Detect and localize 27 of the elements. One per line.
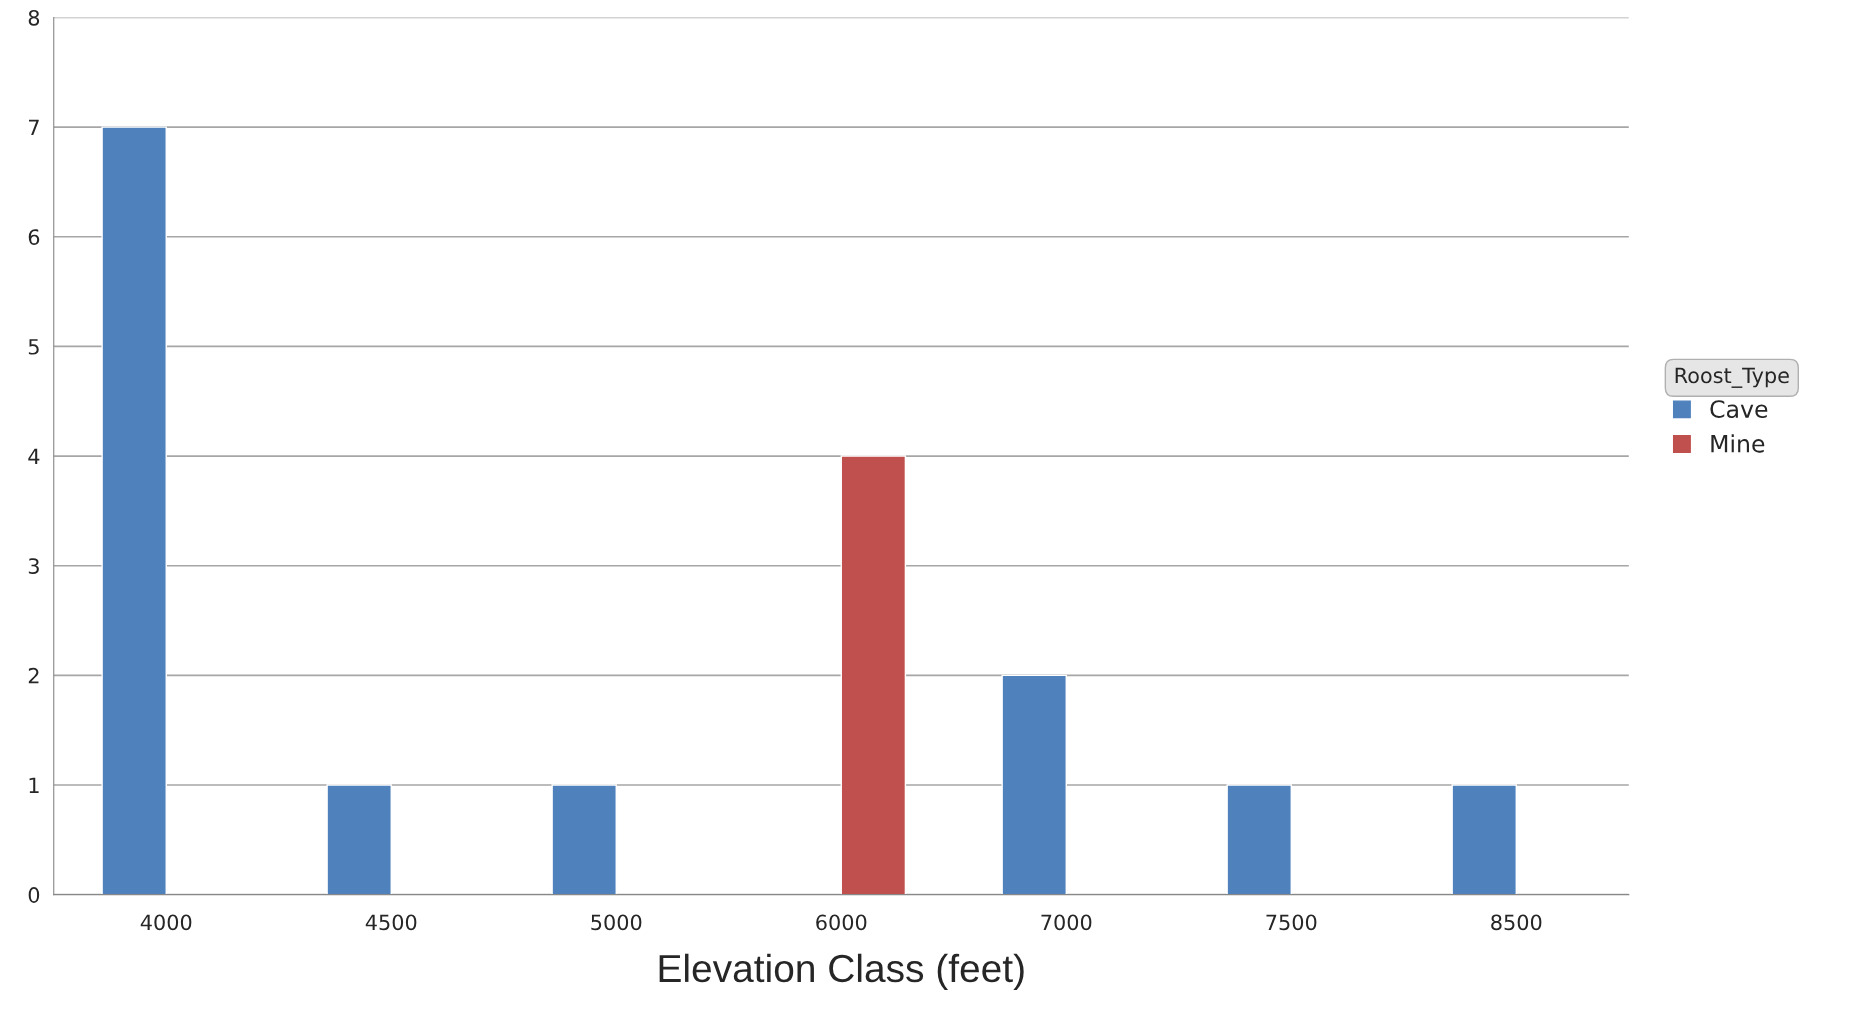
y-tick-label: 2	[28, 667, 39, 684]
y-tick-label: 6	[28, 229, 40, 245]
x-axis-title: Elevation Class (feet)	[659, 953, 1024, 990]
y-tick-label: 3	[28, 558, 39, 574]
bar	[840, 455, 907, 895]
bar	[101, 126, 167, 895]
y-tick-label: 8	[28, 9, 40, 26]
y-tick-label: 7	[29, 119, 39, 136]
y-tick-label: 1	[29, 777, 39, 793]
legend-label: Cave	[1710, 400, 1768, 418]
x-tick-label: 4500	[365, 914, 417, 931]
legend-title: Roost_Type	[1675, 367, 1789, 388]
x-tick-label: 5000	[591, 914, 642, 931]
y-tick-label: 4	[28, 448, 40, 464]
bar	[1001, 674, 1067, 895]
y-tick-label: 5	[28, 339, 39, 355]
x-tick-label: 7500	[1266, 914, 1317, 931]
bar	[1451, 784, 1517, 895]
bar	[1226, 784, 1292, 895]
bar	[551, 784, 617, 895]
x-tick-label: 7000	[1041, 914, 1092, 931]
legend-label: Mine	[1711, 434, 1765, 453]
x-tick-label: 6000	[816, 914, 867, 931]
x-tick-label: 8500	[1491, 914, 1542, 931]
y-tick-label: 0	[28, 887, 40, 903]
x-tick-label: 4000	[140, 914, 192, 931]
bar	[326, 784, 392, 895]
